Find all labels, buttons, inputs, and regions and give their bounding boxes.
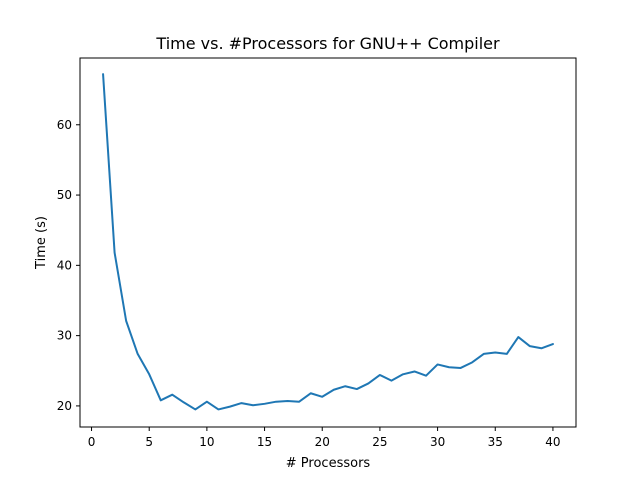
x-axis-label: # Processors — [286, 456, 371, 471]
x-tick-label: 0 — [88, 435, 96, 449]
x-tick-label: 5 — [145, 435, 153, 449]
plot-frame — [79, 57, 577, 428]
x-tick-label: 30 — [430, 435, 445, 449]
y-tick-label: 60 — [57, 118, 72, 132]
x-tick-label: 10 — [199, 435, 214, 449]
x-tick-label: 40 — [545, 435, 560, 449]
series-group — [102, 73, 554, 411]
x-tick-label: 20 — [315, 435, 330, 449]
y-tick-label: 30 — [57, 329, 72, 343]
y-axis: 20 30 40 50 60 — [57, 118, 80, 413]
series-line — [102, 73, 554, 411]
chart-title: Time vs. #Processors for GNU++ Compiler — [155, 34, 500, 53]
y-tick-label: 50 — [57, 188, 72, 202]
y-tick-label: 20 — [57, 399, 72, 413]
x-tick-label: 25 — [372, 435, 387, 449]
x-tick-label: 15 — [257, 435, 272, 449]
y-axis-label: Time (s) — [34, 216, 49, 270]
x-tick-label: 35 — [488, 435, 503, 449]
y-tick-label: 40 — [57, 258, 72, 272]
x-axis: 0 5 10 15 20 25 30 35 40 — [88, 427, 561, 449]
